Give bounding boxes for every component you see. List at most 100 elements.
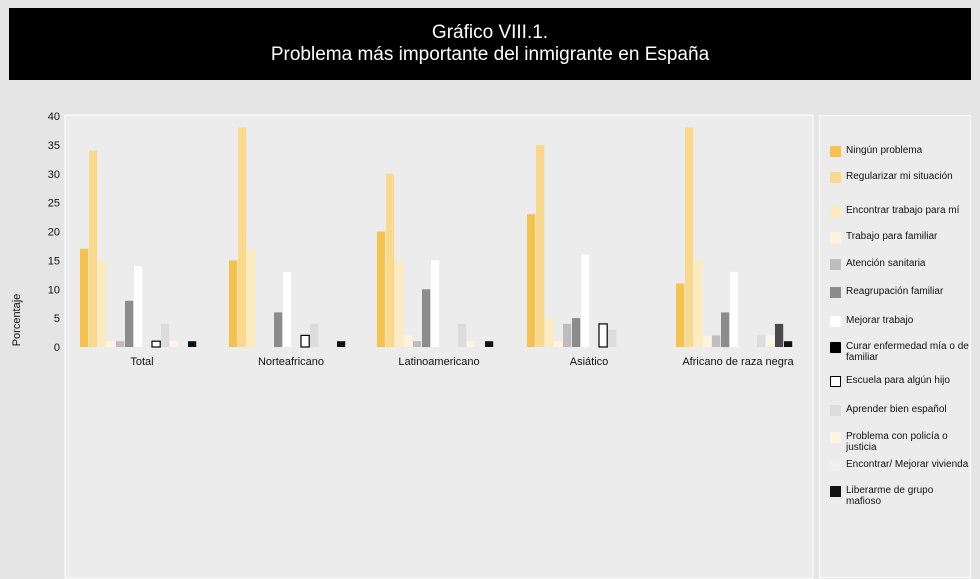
bar xyxy=(598,323,608,348)
bar xyxy=(775,323,784,347)
legend-swatch xyxy=(830,287,841,298)
bar xyxy=(581,254,590,347)
legend-swatch xyxy=(830,172,841,183)
bar xyxy=(247,248,256,347)
legend-label: Aprender bien español xyxy=(846,404,947,415)
bar xyxy=(161,323,170,347)
y-tick-label: 5 xyxy=(54,313,60,325)
legend-swatch xyxy=(830,146,841,157)
bar xyxy=(554,341,563,347)
y-axis-label: Porcentaje xyxy=(11,294,23,347)
bar xyxy=(283,271,292,347)
bar xyxy=(377,231,386,347)
legend-swatch xyxy=(830,342,841,353)
bar xyxy=(310,323,319,347)
legend-item: Encontrar/ Mejorar vivienda xyxy=(830,459,970,471)
legend-swatch xyxy=(830,376,841,387)
legend-label: Ningún problema xyxy=(846,145,923,156)
legend-swatch xyxy=(830,405,841,416)
legend-swatch xyxy=(830,486,841,497)
bar xyxy=(757,335,766,347)
legend-item: Atención sanitaria xyxy=(830,258,970,270)
legend-item: Liberarme de grupo mafioso xyxy=(830,485,970,507)
bar xyxy=(458,323,467,347)
bar xyxy=(300,334,310,348)
x-tick-label: Asiático xyxy=(570,356,609,368)
bar xyxy=(694,260,703,347)
bar xyxy=(467,341,476,347)
legend-swatch xyxy=(830,232,841,243)
legend-item: Escuela para algún hijo xyxy=(830,375,970,387)
chart-title: Gráfico VIII.1. xyxy=(431,22,549,43)
legend-item: Ningún problema xyxy=(830,145,970,157)
bar xyxy=(107,341,116,347)
bar xyxy=(238,127,247,347)
bar xyxy=(527,214,536,347)
bar xyxy=(134,266,143,347)
bar xyxy=(545,318,554,347)
y-tick-label: 40 xyxy=(48,111,60,123)
legend-swatch xyxy=(830,206,841,217)
bar xyxy=(703,335,712,347)
legend-label: Problema con policía o justicia xyxy=(846,431,948,453)
bar xyxy=(229,260,238,347)
legend-item: Mejorar trabajo xyxy=(830,315,970,327)
bar xyxy=(676,283,685,347)
legend-item: Trabajo para familiar xyxy=(830,231,970,243)
y-tick-label: 35 xyxy=(48,140,60,152)
bar xyxy=(386,173,395,348)
legend-item: Regularizar mi situación xyxy=(830,171,970,183)
legend-label: Mejorar trabajo xyxy=(846,315,914,326)
bar xyxy=(413,341,422,347)
x-tick-label: Africano de raza negra xyxy=(682,356,794,368)
bar xyxy=(188,341,197,347)
bar xyxy=(721,312,730,348)
legend-label: Trabajo para familiar xyxy=(846,231,938,242)
bar xyxy=(784,341,793,347)
y-tick-label: 0 xyxy=(54,342,60,354)
legend-swatch xyxy=(830,432,841,443)
bar xyxy=(422,289,431,348)
bar xyxy=(485,341,494,347)
bar xyxy=(536,144,545,347)
bar xyxy=(274,312,283,348)
x-tick-label: Latinoamericano xyxy=(398,356,479,368)
legend-swatch xyxy=(830,316,841,327)
legend: Ningún problema Regularizar mi situación E… xyxy=(819,115,971,578)
legend-item: Curar enfermedad mía o de familiar xyxy=(830,341,970,363)
bars-group xyxy=(80,127,793,348)
bar xyxy=(712,335,721,347)
legend-item: Aprender bien español xyxy=(830,404,970,416)
chart-subtitle: Problema más importante del inmigrante e… xyxy=(270,44,710,65)
y-tick-label: 20 xyxy=(48,227,60,239)
bar xyxy=(89,150,98,347)
legend-swatch xyxy=(830,259,841,270)
bar xyxy=(80,248,89,347)
legend-label: Escuela para algún hijo xyxy=(846,375,950,386)
bar xyxy=(572,318,581,347)
legend-item: Reagrupación familiar xyxy=(830,286,970,298)
legend-swatch xyxy=(830,460,841,471)
bar xyxy=(125,300,134,347)
legend-label: Encontrar trabajo para mí xyxy=(846,205,960,216)
y-tick-label: 25 xyxy=(48,198,60,210)
bar xyxy=(431,260,440,347)
legend-label: Curar enfermedad mía o de familiar xyxy=(846,341,969,363)
bar xyxy=(337,341,346,347)
x-tick-label: Total xyxy=(130,356,153,368)
bar xyxy=(563,323,572,347)
y-tick-labels: 0 5 10 15 20 25 30 35 40 xyxy=(48,111,60,354)
legend-label: Reagrupación familiar xyxy=(846,286,944,297)
legend-label: Atención sanitaria xyxy=(846,258,926,269)
bar xyxy=(404,335,413,347)
bar xyxy=(151,340,161,348)
legend-label: Liberarme de grupo mafioso xyxy=(846,485,934,507)
bar xyxy=(395,260,404,347)
legend-label: Encontrar/ Mejorar vivienda xyxy=(846,459,969,470)
bar xyxy=(766,335,775,347)
bar xyxy=(608,329,617,347)
legend-item: Encontrar trabajo para mí xyxy=(830,205,970,217)
title-bar: Gráfico VIII.1. Problema más importante … xyxy=(9,8,971,80)
bar xyxy=(685,127,694,347)
